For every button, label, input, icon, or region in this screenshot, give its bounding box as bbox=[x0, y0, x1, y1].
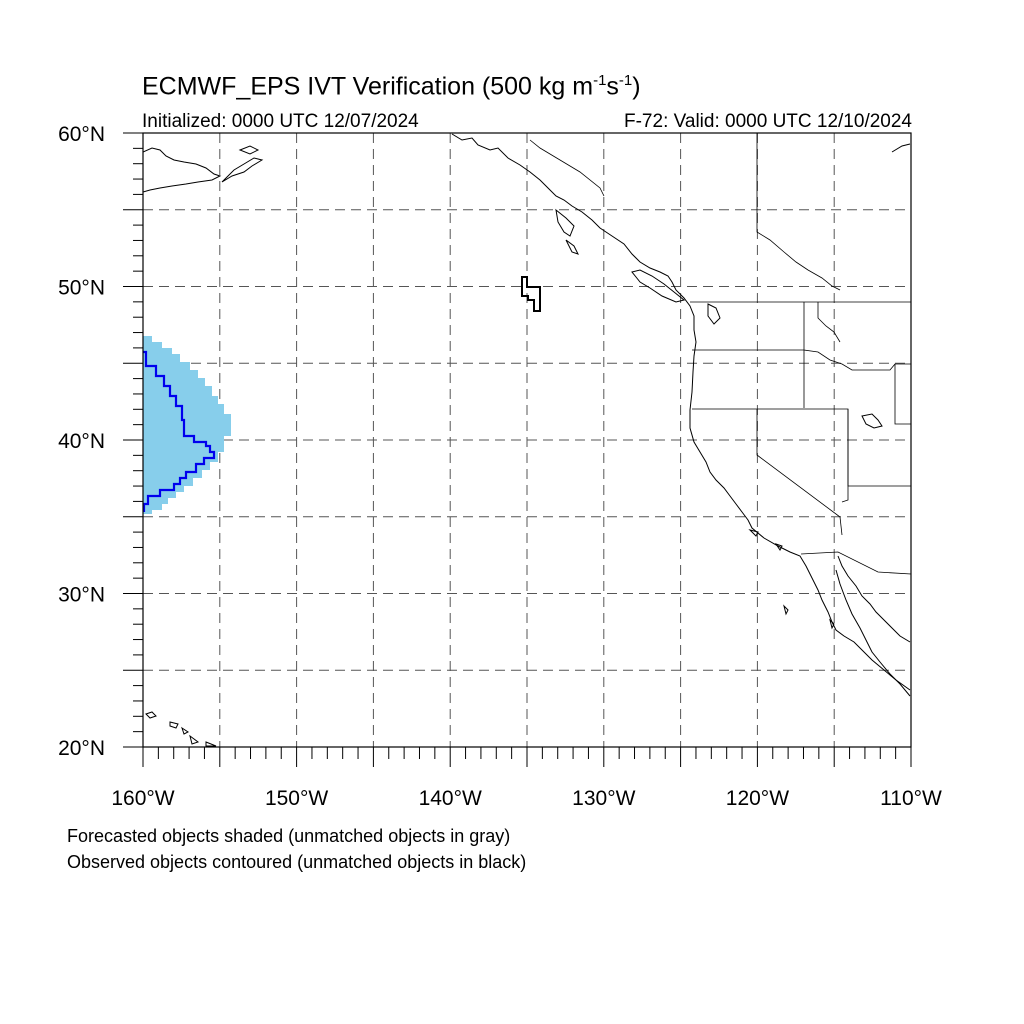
lon-label: 150°W bbox=[265, 787, 328, 810]
coastlines bbox=[143, 133, 911, 747]
lat-label: 50°N bbox=[58, 277, 105, 300]
observed-object-contour bbox=[143, 350, 216, 512]
map-content bbox=[143, 133, 911, 747]
axis-ticks bbox=[123, 132, 912, 767]
initialized-time: Initialized: 0000 UTC 12/07/2024 bbox=[142, 111, 419, 132]
lat-label: 30°N bbox=[58, 584, 105, 607]
caption-observed: Observed objects contoured (unmatched ob… bbox=[67, 852, 527, 872]
forecast-object-shading bbox=[143, 336, 231, 514]
political-boundaries bbox=[529, 133, 911, 575]
grid-lines bbox=[143, 133, 911, 747]
coastline-baja-east bbox=[835, 569, 911, 697]
lon-label: 160°W bbox=[111, 787, 174, 810]
map-title: ECMWF_EPS IVT Verification (500 kg m-1s-… bbox=[142, 72, 641, 101]
latitude-labels: 20°N 30°N 40°N 50°N 60°N bbox=[58, 123, 105, 760]
caption-forecast: Forecasted objects shaded (unmatched obj… bbox=[67, 826, 511, 846]
lat-label: 40°N bbox=[58, 430, 105, 453]
coastline-alaska bbox=[143, 147, 222, 193]
lon-label: 110°W bbox=[880, 787, 942, 810]
coastline-north-america bbox=[451, 133, 911, 691]
lon-label: 120°W bbox=[726, 787, 789, 810]
coastline-gulf-of-california bbox=[837, 555, 911, 643]
lon-label: 130°W bbox=[572, 787, 635, 810]
lon-label: 140°W bbox=[419, 787, 482, 810]
longitude-labels: 160°W 150°W 140°W 130°W 120°W 110°W bbox=[111, 787, 942, 810]
valid-time: F-72: Valid: 0000 UTC 12/10/2024 bbox=[624, 111, 912, 132]
unmatched-observed-contour bbox=[521, 276, 541, 312]
lat-label: 60°N bbox=[58, 123, 105, 146]
map-frame bbox=[142, 132, 912, 748]
lat-label: 20°N bbox=[58, 737, 105, 760]
